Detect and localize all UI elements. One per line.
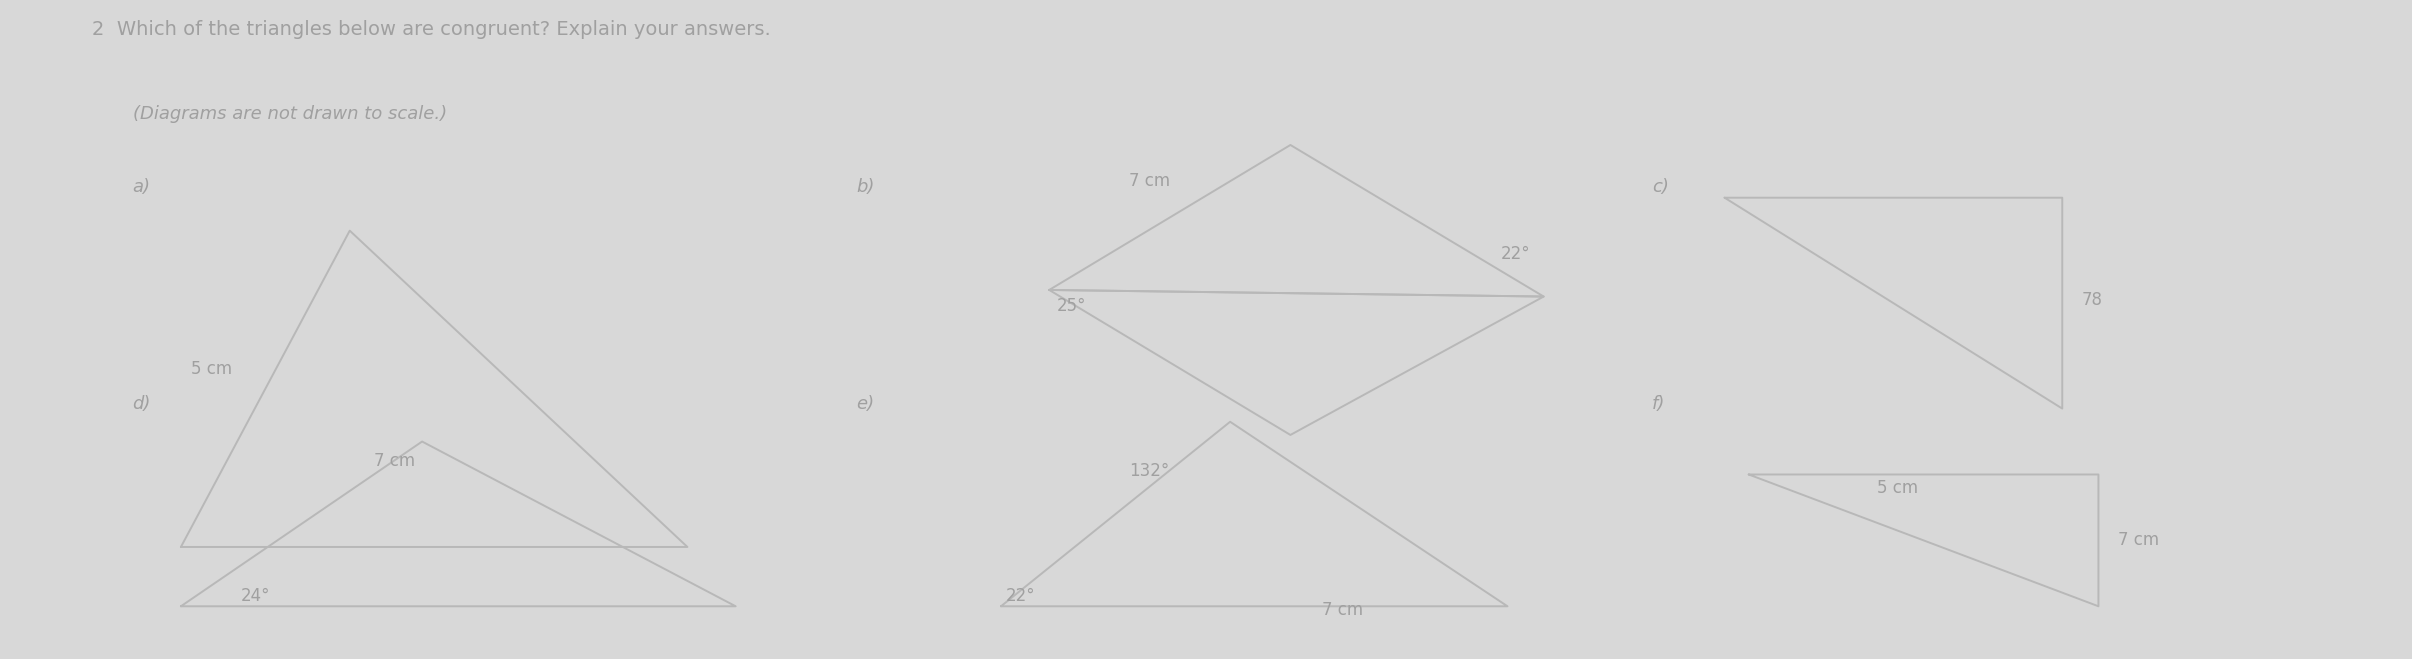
Text: 7 cm: 7 cm bbox=[2118, 531, 2159, 550]
Text: f): f) bbox=[1652, 395, 1667, 413]
Text: 22°: 22° bbox=[1500, 244, 1529, 263]
Text: a): a) bbox=[133, 178, 150, 196]
Text: (Diagrams are not drawn to scale.): (Diagrams are not drawn to scale.) bbox=[133, 105, 446, 123]
Text: 24°: 24° bbox=[241, 587, 270, 606]
Text: 78: 78 bbox=[2082, 291, 2103, 309]
Text: 132°: 132° bbox=[1129, 462, 1170, 480]
Text: b): b) bbox=[856, 178, 876, 196]
Text: 7 cm: 7 cm bbox=[1322, 600, 1363, 619]
Text: 5 cm: 5 cm bbox=[191, 360, 232, 378]
Text: c): c) bbox=[1652, 178, 1669, 196]
Text: 22°: 22° bbox=[1006, 587, 1035, 606]
Text: e): e) bbox=[856, 395, 876, 413]
Text: d): d) bbox=[133, 395, 152, 413]
Text: 2  Which of the triangles below are congruent? Explain your answers.: 2 Which of the triangles below are congr… bbox=[92, 20, 769, 39]
Text: 25°: 25° bbox=[1056, 297, 1085, 316]
Text: 5 cm: 5 cm bbox=[1877, 478, 1918, 497]
Text: 7 cm: 7 cm bbox=[374, 452, 415, 471]
Text: 7 cm: 7 cm bbox=[1129, 172, 1170, 190]
